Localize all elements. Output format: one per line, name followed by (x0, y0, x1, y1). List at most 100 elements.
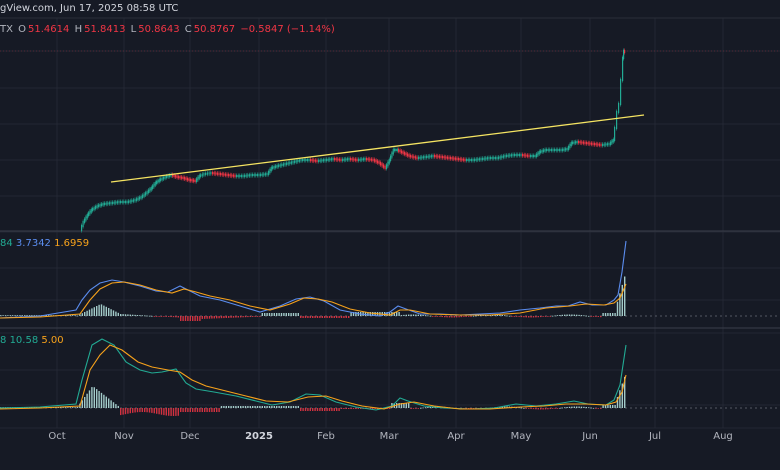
macd1-histogram-bar (218, 316, 220, 319)
indicator1-value3: 1.6959 (54, 238, 90, 249)
price-candle (445, 156, 447, 159)
macd2-histogram-bar (110, 400, 112, 408)
macd2-histogram-bar (103, 394, 105, 408)
price-candle (150, 187, 152, 191)
macd2-histogram-bar (300, 408, 302, 411)
macd2-histogram-bar (108, 398, 110, 408)
price-candle (442, 156, 444, 159)
macd1-histogram-bar (448, 316, 451, 318)
macd2-histogram-bar (597, 408, 599, 409)
price-candle (515, 154, 517, 156)
price-candle (470, 159, 472, 161)
macd1-histogram-bar (192, 316, 194, 321)
macd1-line-a (0, 240, 627, 319)
price-candle (327, 158, 329, 161)
price-candle (92, 208, 94, 211)
price-candle (266, 173, 268, 176)
price-candle (131, 199, 133, 203)
macd1-histogram-bar (415, 314, 417, 316)
macd1-histogram-bar (554, 315, 556, 317)
macd1-histogram-bar (396, 312, 398, 316)
price-candle (129, 200, 131, 203)
price-candle (99, 204, 101, 207)
macd1-histogram-bar (532, 316, 535, 318)
price-candle (586, 142, 588, 145)
price-candle (216, 172, 218, 175)
price-candle (224, 173, 226, 176)
price-candle (253, 174, 255, 176)
price-candle (93, 207, 95, 210)
price-candle (89, 210, 91, 215)
macd1-histogram-bar (285, 313, 287, 316)
price-candle (305, 159, 307, 161)
macd2-histogram-bar (588, 407, 590, 409)
price-candle (496, 157, 498, 159)
price-candle (375, 159, 377, 163)
macd1-histogram-bar (624, 276, 626, 316)
macd2-histogram-bar (554, 408, 556, 409)
price-candle (366, 158, 368, 161)
price-candle (584, 141, 586, 144)
macd2-histogram-bar (247, 406, 249, 408)
macd1-histogram-bar (367, 312, 369, 316)
price-candle (268, 171, 270, 175)
price-candle (354, 158, 356, 161)
macd1-histogram-bar (544, 316, 547, 317)
macd1-histogram-bar (405, 314, 407, 316)
macd2-histogram-bar (576, 406, 578, 408)
macd2-histogram-bar (523, 407, 525, 409)
macd1-histogram-bar (127, 314, 129, 316)
macd1-histogram-bar (132, 314, 134, 316)
price-candle (595, 143, 597, 146)
macd1-histogram-bar (76, 315, 79, 317)
macd2-histogram-bar (604, 405, 607, 408)
price-candle (194, 179, 196, 182)
price-candle (504, 155, 506, 158)
macd1-histogram-bar (69, 315, 71, 316)
macd1-histogram-bar (304, 316, 307, 318)
price-candle (565, 148, 567, 151)
price-candle (113, 201, 115, 204)
macd1-histogram-bar (614, 313, 616, 316)
macd1-histogram-bar (19, 315, 21, 316)
macd2-histogram-bar (506, 406, 508, 408)
price-candle (573, 141, 575, 144)
macd2-histogram-bar (91, 387, 93, 408)
macd2-histogram-bar (525, 408, 527, 409)
macd2-histogram-bar (343, 408, 345, 409)
macd2-histogram-bar (549, 408, 551, 410)
price-candle (546, 149, 548, 151)
macd2-histogram-bar (427, 406, 429, 408)
macd2-histogram-bar (400, 403, 403, 408)
x-axis-label: Aug (713, 431, 733, 442)
macd1-histogram-bar (348, 316, 350, 318)
macd2-histogram-bar (585, 407, 587, 408)
macd2-histogram-bar (204, 408, 206, 412)
price-candle (279, 164, 281, 167)
macd2-histogram-bar (273, 406, 275, 408)
macd1-histogram-bar (309, 316, 311, 318)
macd1-histogram-bar (568, 314, 571, 316)
price-candle (321, 159, 323, 162)
macd1-histogram-bar (182, 316, 184, 321)
macd1-histogram-bar (369, 312, 371, 316)
macd2-histogram-bar (535, 408, 537, 410)
indicator2-legend: 8 10.58 5.00 (0, 335, 64, 346)
price-candle (459, 158, 461, 161)
price-candle (618, 103, 620, 113)
macd1-histogram-bar (465, 316, 467, 317)
price-candle (176, 175, 178, 178)
macd1-histogram-bar (547, 316, 549, 317)
price-candle (399, 149, 401, 153)
macd1-histogram-bar (220, 316, 223, 319)
price-candle (440, 155, 442, 158)
price-candle (110, 202, 112, 205)
macd1-histogram-bar (604, 313, 607, 316)
macd1-histogram-bar (290, 313, 292, 316)
price-candle (554, 149, 556, 151)
macd1-histogram-bar (590, 316, 592, 317)
macd2-histogram-bar (568, 406, 571, 408)
price-candle (422, 156, 424, 159)
macd1-histogram-bar (501, 315, 503, 316)
